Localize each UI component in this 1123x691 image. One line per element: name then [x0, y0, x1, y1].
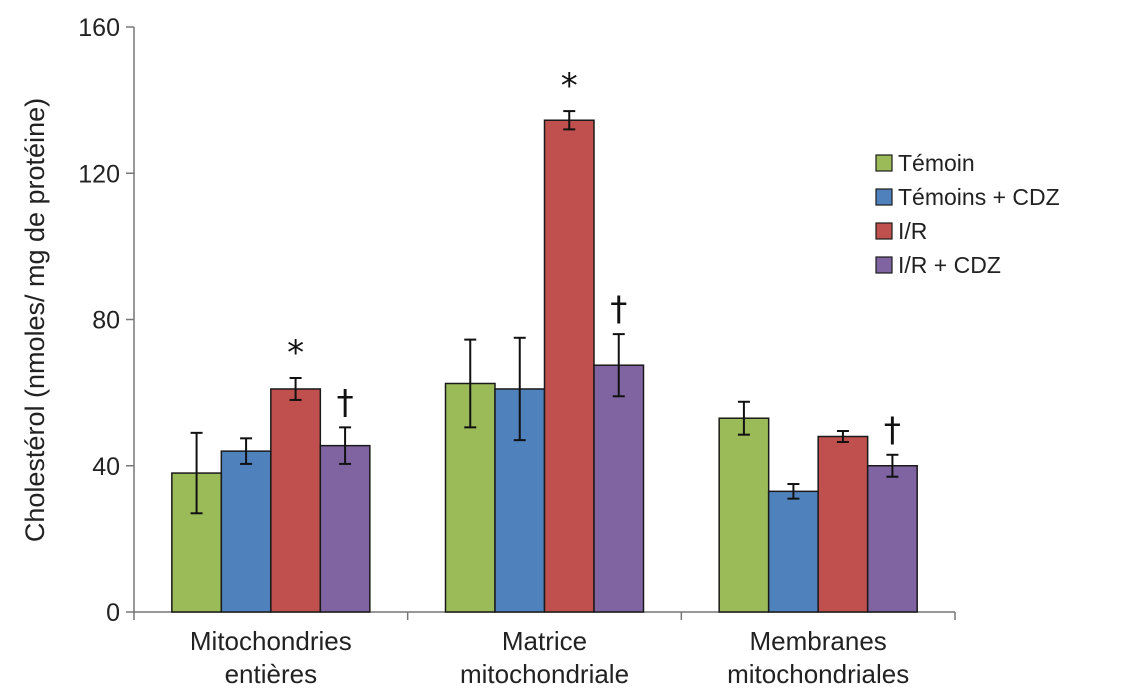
y-tick-label: 40 [92, 453, 120, 481]
significance-marker: * [287, 333, 304, 373]
legend-swatch [875, 154, 893, 172]
chart-error-bars [190, 110, 899, 515]
y-axis-title: Cholestérol (nmoles/ mg de protéine) [20, 98, 50, 542]
bar [319, 444, 371, 613]
y-tick-label: 160 [78, 14, 120, 42]
significance-marker: † [337, 382, 354, 422]
bar [270, 388, 322, 613]
legend-swatch [875, 188, 893, 206]
bar [543, 119, 595, 613]
significance-marker: † [884, 410, 901, 450]
x-category-label: Mitochondries entières [190, 626, 352, 689]
bar [767, 490, 819, 613]
bar [718, 417, 770, 613]
legend-label: I/R + CDZ [898, 252, 1001, 278]
legend-label: Témoins + CDZ [898, 184, 1060, 210]
chart-annotations: * * † † † [287, 66, 901, 450]
legend-label: Témoin [898, 150, 975, 176]
x-category-label-line: Mitochondries [190, 626, 352, 656]
legend-swatch [875, 256, 893, 274]
y-tick-label: 120 [78, 160, 120, 188]
y-tick-label: 80 [92, 307, 120, 335]
x-category-label: Matrice mitochondriale [460, 626, 629, 689]
x-category-label-line: mitochondriale [460, 659, 629, 689]
chart-bars [171, 119, 918, 613]
legend-swatch [875, 222, 893, 240]
significance-marker: † [610, 289, 627, 329]
legend-label: I/R [898, 218, 927, 244]
x-category-label: Membranes mitochondriales [727, 626, 909, 689]
bar [866, 465, 918, 613]
chart-axes: 0 40 80 120 160 Cholestérol (nmoles/ mg de pr… [20, 14, 956, 689]
x-category-label-line: mitochondriales [727, 659, 909, 689]
chart-legend: Témoin Témoins + CDZ I/R I/R + CDZ [875, 150, 1060, 278]
y-tick-label: 0 [106, 599, 120, 627]
bar [220, 450, 272, 613]
bar [593, 364, 645, 613]
x-category-label-line: Matrice [502, 626, 587, 656]
significance-marker: * [561, 66, 578, 106]
x-category-label-line: Membranes [750, 626, 887, 656]
bar [817, 435, 869, 613]
x-category-label-line: entières [225, 659, 318, 689]
